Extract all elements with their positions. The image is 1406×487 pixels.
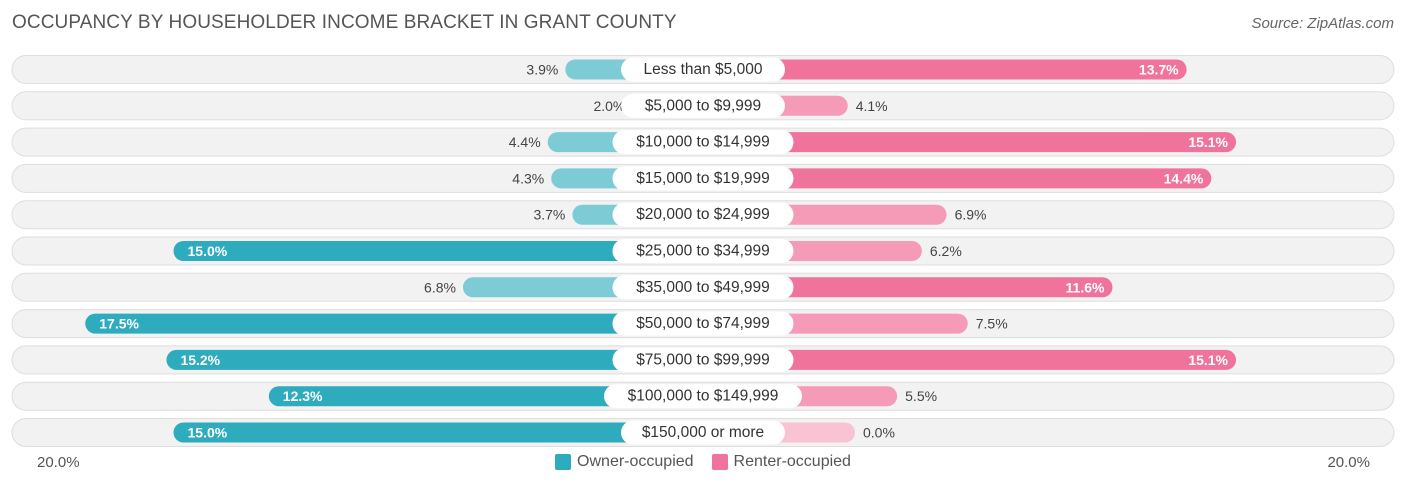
category-pill [621, 420, 785, 445]
category-pill [621, 93, 785, 118]
bar-renter [693, 277, 1113, 298]
legend: Owner-occupied Renter-occupied [0, 453, 1406, 471]
bar-renter [693, 132, 1237, 153]
value-label-owner: 15.0% [188, 243, 228, 259]
category-label: $75,000 to $99,999 [636, 351, 770, 368]
value-label-owner: 15.0% [188, 425, 228, 441]
value-label-renter: 15.1% [1188, 352, 1228, 368]
value-label-renter: 11.6% [1066, 279, 1105, 295]
bar-renter [693, 59, 1187, 80]
bar-renter [693, 168, 1212, 189]
value-label-renter: 14.4% [1164, 170, 1204, 186]
legend-label-owner: Owner-occupied [577, 453, 694, 470]
bar-owner [173, 241, 713, 261]
value-label-owner: 4.4% [509, 134, 541, 150]
legend-label-renter: Renter-occupied [733, 453, 851, 470]
legend-item-renter: Renter-occupied [711, 453, 851, 471]
value-label-renter: 6.2% [930, 243, 962, 259]
axis-left-label: 20.0% [37, 454, 80, 471]
value-label-owner: 3.7% [533, 207, 565, 223]
category-pill [612, 275, 794, 300]
source-note: Source: ZipAtlas.com [1251, 15, 1394, 32]
bar-owner [85, 313, 713, 334]
bar-renter [693, 349, 1237, 370]
value-label-renter: 13.7% [1139, 62, 1179, 78]
chart-title: OCCUPANCY BY HOUSEHOLDER INCOME BRACKET … [12, 12, 677, 33]
value-label-owner: 12.3% [283, 388, 323, 404]
category-pill [604, 384, 802, 409]
legend-swatch-owner [555, 454, 572, 470]
category-label: $50,000 to $74,999 [636, 315, 770, 332]
value-label-renter: 7.5% [976, 316, 1008, 332]
bar-owner [268, 386, 713, 407]
category-label: $20,000 to $24,999 [636, 206, 770, 223]
value-label-renter: 15.1% [1188, 134, 1228, 150]
category-pill [612, 166, 794, 191]
bar-owner [173, 422, 713, 443]
legend-swatch-renter [711, 454, 728, 470]
category-label: $10,000 to $14,999 [636, 134, 770, 151]
chart-canvas: 3.9% 13.7% Less than $5,000 2.0% 4.1% $5,000 … [11, 55, 1395, 447]
value-label-owner: 2.0% [593, 98, 625, 114]
category-label: $5,000 to $9,999 [645, 97, 761, 114]
category-label: $25,000 to $34,999 [636, 243, 770, 260]
value-label-owner: 6.8% [424, 279, 456, 295]
category-pill [612, 202, 794, 227]
value-label-renter: 6.9% [955, 207, 987, 223]
legend-item-owner: Owner-occupied [555, 453, 694, 471]
category-pill [612, 130, 794, 155]
category-label: Less than $5,000 [644, 61, 763, 78]
category-label: $150,000 or more [642, 424, 764, 441]
bar-owner [166, 349, 713, 370]
value-label-renter: 4.1% [856, 98, 888, 114]
category-pill [621, 57, 785, 82]
value-label-renter: 5.5% [905, 388, 937, 404]
value-label-owner: 4.3% [512, 170, 544, 186]
value-label-owner: 3.9% [526, 62, 558, 78]
category-label: $100,000 to $149,999 [628, 388, 779, 405]
value-label-owner: 17.5% [99, 316, 139, 332]
value-label-owner: 15.2% [180, 352, 220, 368]
axis-right-label: 20.0% [1327, 454, 1370, 471]
category-pill [612, 311, 794, 336]
value-label-renter: 0.0% [863, 425, 895, 441]
category-label: $35,000 to $49,999 [636, 279, 770, 296]
category-pill [612, 239, 794, 263]
category-pill [612, 347, 794, 372]
category-label: $15,000 to $19,999 [636, 170, 770, 187]
